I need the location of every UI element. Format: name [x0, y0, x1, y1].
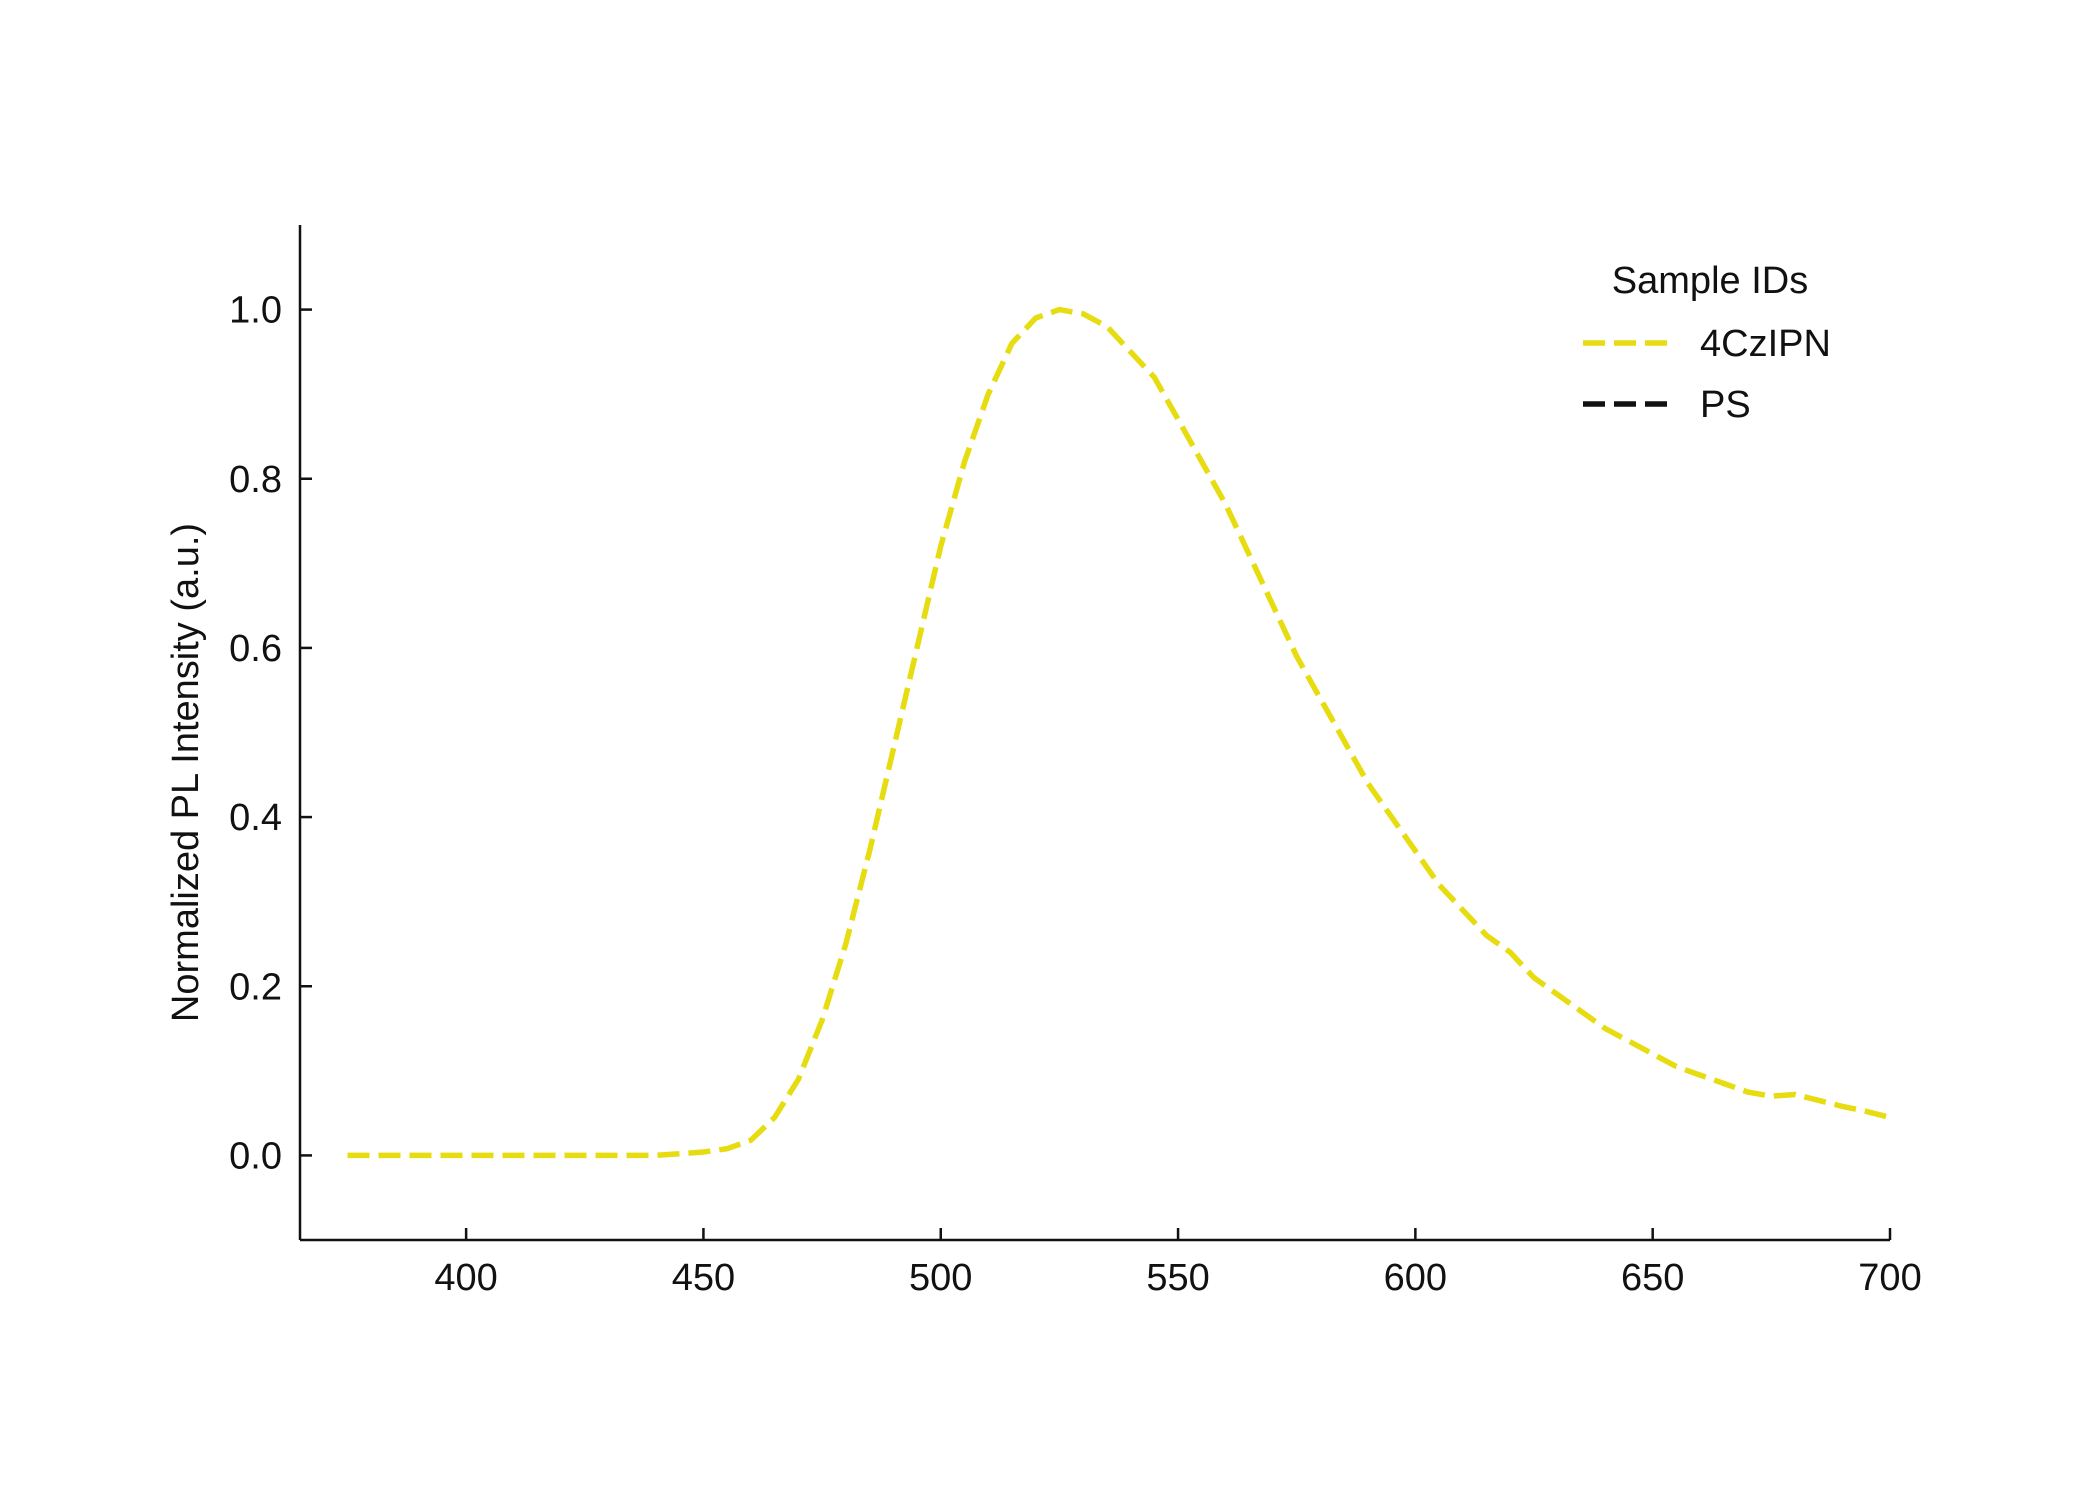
legend-title: Sample IDs	[1612, 260, 1808, 302]
series-line-4czipn	[347, 306, 1891, 1159]
x-tick-label: 550	[1146, 1257, 1209, 1299]
x-tick-label: 500	[909, 1257, 972, 1299]
y-ticks: 0.0 0.2 0.4 0.6 0.8 1.0	[229, 290, 312, 1177]
legend-label: PS	[1700, 384, 1751, 426]
x-tick-label: 450	[672, 1257, 735, 1299]
legend-entries: 4CzIPN PS	[1583, 323, 1831, 426]
x-tick-label: 650	[1621, 1257, 1684, 1299]
y-tick-label: 1.0	[229, 290, 282, 332]
axes	[298, 225, 1890, 1242]
y-tick-label: 0.6	[229, 628, 282, 670]
x-ticks: 400 450 500 550 600 650 700	[434, 1228, 1922, 1299]
y-tick-label: 0.8	[229, 459, 282, 501]
y-tick-label: 0.0	[229, 1135, 282, 1177]
legend: Sample IDs 4CzIPN PS	[1583, 260, 1831, 426]
x-tick-label: 400	[434, 1257, 497, 1299]
y-tick-label: 0.4	[229, 797, 282, 839]
x-tick-label: 600	[1384, 1257, 1447, 1299]
y-tick-label: 0.2	[229, 966, 282, 1008]
legend-label: 4CzIPN	[1700, 323, 1831, 365]
y-axis-title: Normalized PL Intensity (a.u.)	[165, 523, 207, 1022]
series-layer	[347, 306, 1891, 1159]
x-tick-label: 700	[1858, 1257, 1921, 1299]
